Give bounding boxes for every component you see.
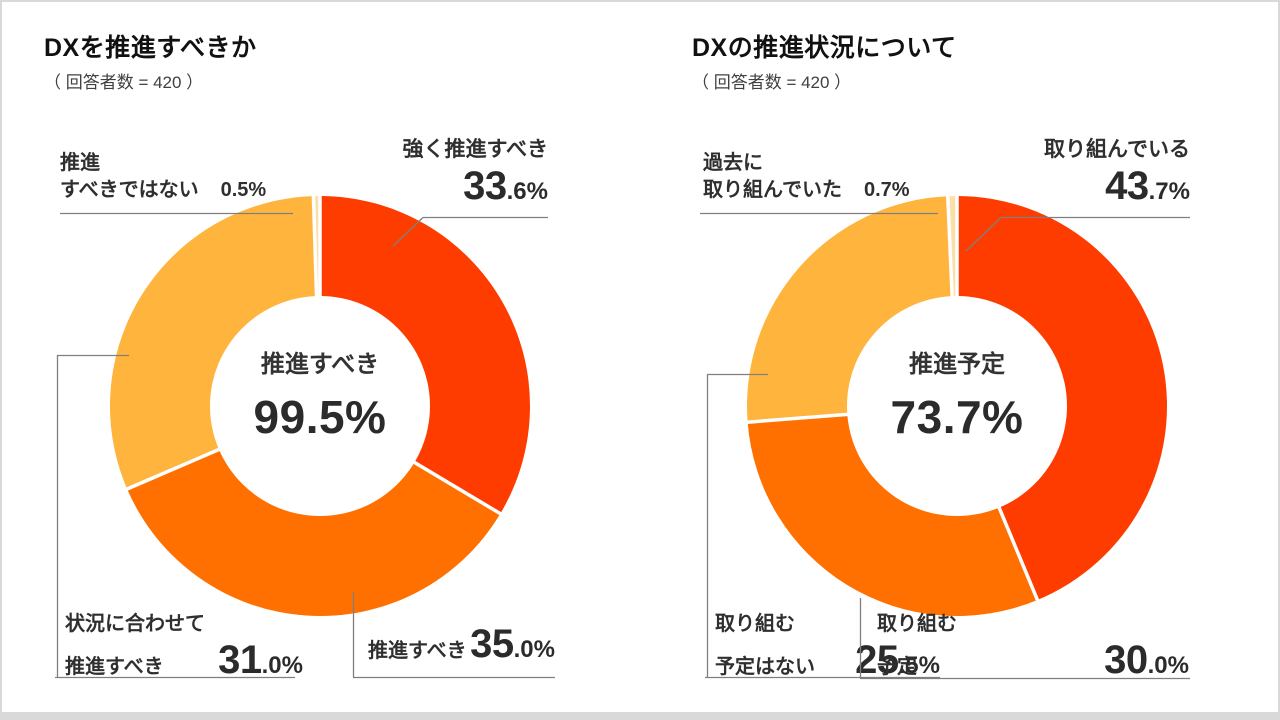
- callout-value: 0.5%: [220, 179, 267, 201]
- left-chart-title: DXを推進すべきか: [44, 34, 257, 62]
- callout-value-int: 35: [470, 622, 514, 666]
- callout-value-frac: .7%: [1148, 178, 1190, 205]
- left-center-value: 99.5%: [253, 391, 387, 443]
- callout-label-line: すべきではない: [60, 179, 199, 201]
- callout-value-int: 33: [463, 164, 507, 208]
- right-center-value: 73.7%: [890, 391, 1024, 443]
- callout-label-line: 推進すべき: [65, 656, 164, 678]
- callout-label-line: 取り組む: [715, 613, 795, 635]
- left-callout-no-promote: 推進 すべきではない 0.5%: [60, 150, 266, 204]
- left-callout-promote-as-needed: 状況に合わせて 推進すべき 31.0%: [65, 611, 303, 683]
- slide-bottom-bar: [0, 712, 1280, 720]
- left-donut-center: 推進すべき 99.5%: [170, 348, 470, 446]
- callout-value-int: 43: [1105, 164, 1149, 208]
- callout-label-line: 取り組む: [877, 613, 957, 635]
- donut-hole: [210, 296, 430, 516]
- callout-value-frac: .0%: [261, 652, 303, 679]
- callout-label-line: 過去に: [703, 152, 763, 174]
- right-callout-working-on-it: 取り組んでいる 43.7%: [972, 135, 1190, 209]
- right-callout-plan-to-work: 取り組む 予定 30.0%: [877, 611, 1189, 683]
- callout-value-frac: .6%: [506, 178, 548, 205]
- donut-hole: [847, 296, 1067, 516]
- callout-value-frac: .0%: [1147, 652, 1189, 679]
- callout-label-line: 予定はない: [715, 656, 815, 678]
- callout-value: 0.7%: [864, 179, 910, 201]
- callout-label-line: 予定: [877, 656, 917, 678]
- left-callout-promote: 推進すべき 35.0%: [368, 622, 555, 667]
- callout-label-line: 取り組んでいる: [1044, 138, 1190, 161]
- right-callout-no-plan: 取り組む 予定はない 25.5%: [715, 611, 940, 683]
- right-center-label: 推進予定: [909, 351, 1005, 378]
- right-donut-center: 推進予定 73.7%: [807, 348, 1107, 446]
- callout-label-line: 取り組んでいた: [703, 179, 842, 201]
- callout-value-int: 25: [855, 638, 899, 682]
- left-center-label: 推進すべき: [260, 351, 380, 378]
- callout-label-line: 状況に合わせて: [65, 613, 205, 635]
- callout-value-int: 31: [218, 638, 262, 682]
- callout-label-line: 強く推進すべき: [402, 138, 548, 161]
- right-donut-chart: [745, 194, 1167, 616]
- left-chart-respondents-note: （ 回答者数 = 420 ）: [44, 73, 204, 92]
- left-callout-strongly-promote: 強く推進すべき 33.6%: [330, 135, 548, 209]
- right-callout-worked-in-past: 過去に 取り組んでいた 0.7%: [703, 150, 910, 204]
- callout-value-int: 30: [1104, 638, 1148, 682]
- callout-label-line: 推進: [60, 152, 100, 174]
- right-chart-respondents-note: （ 回答者数 = 420 ）: [692, 73, 852, 92]
- callout-label-line: 推進すべき: [368, 640, 467, 662]
- right-chart-title: DXの推進状況について: [692, 34, 957, 62]
- callout-value-frac: .0%: [513, 636, 555, 663]
- callout-value-frac: .5%: [898, 652, 940, 679]
- left-donut-chart: [110, 194, 531, 616]
